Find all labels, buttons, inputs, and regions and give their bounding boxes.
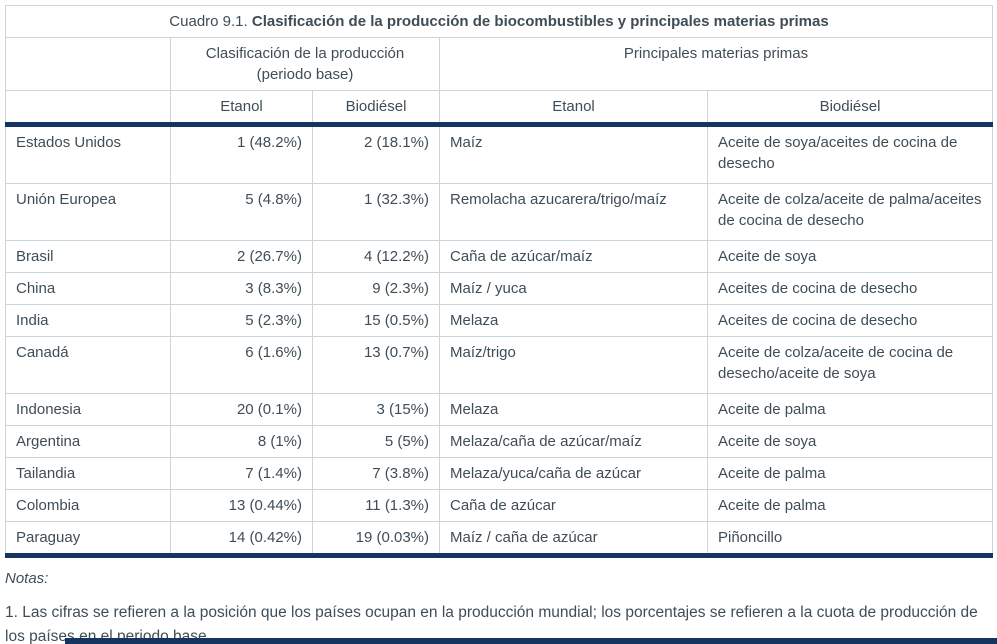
country-cell: Brasil xyxy=(5,240,171,273)
etanol-rank-cell: 1 (48.2%) xyxy=(170,124,313,184)
etanol-rank-cell: 7 (1.4%) xyxy=(170,457,313,490)
etanol-feedstock-cell: Maíz xyxy=(439,124,708,184)
etanol-rank-cell: 13 (0.44%) xyxy=(170,489,313,522)
country-cell: Unión Europea xyxy=(5,183,171,241)
country-cell: Estados Unidos xyxy=(5,124,171,184)
table-title-text: Clasificación de la producción de biocom… xyxy=(251,13,829,30)
country-cell: Canadá xyxy=(5,336,171,394)
table-row: Estados Unidos 1 (48.2%) 2 (18.1%) Maíz … xyxy=(5,124,994,184)
column-header-row: Etanol Biodiésel Etanol Biodiésel xyxy=(5,90,994,127)
country-cell: China xyxy=(5,272,171,305)
table-row: Tailandia 7 (1.4%) 7 (3.8%) Melaza/⁠yuca… xyxy=(5,457,994,490)
table-row: Colombia 13 (0.44%) 11 (1.3%) Caña de az… xyxy=(5,489,994,522)
biodiesel-rank-cell: 2 (18.1%) xyxy=(312,124,440,184)
etanol-feedstock-cell: Melaza/⁠yuca/⁠caña de azúcar xyxy=(439,457,708,490)
etanol-rank-cell: 20 (0.1%) xyxy=(170,393,313,426)
country-cell: Indonesia xyxy=(5,393,171,426)
next-table-top-border xyxy=(65,638,997,644)
table-row: China 3 (8.3%) 9 (2.3%) Maíz /⁠ yuca Ace… xyxy=(5,272,994,305)
biofuel-classification-table: Cuadro 9.1. Clasificación de la producci… xyxy=(4,5,994,558)
table-title: Cuadro 9.1. Clasificación de la producci… xyxy=(4,5,994,38)
table-row: India 5 (2.3%) 15 (0.5%) Melaza Aceites … xyxy=(5,304,994,337)
country-cell: Argentina xyxy=(5,425,171,458)
etanol-feedstock-cell: Melaza xyxy=(439,393,708,426)
etanol-feedstock-cell: Melaza/⁠caña de azúcar/⁠maíz xyxy=(439,425,708,458)
group-header-row: Clasificación de la producción (periodo … xyxy=(5,37,994,91)
corner-cell xyxy=(5,90,171,127)
etanol-feedstock-cell: Caña de azúcar/⁠maíz xyxy=(439,240,708,273)
etanol-feedstock-cell: Maíz/⁠trigo xyxy=(439,336,708,394)
etanol-feedstock-cell: Maíz /⁠ yuca xyxy=(439,272,708,305)
etanol-feedstock-cell: Maíz /⁠ caña de azúcar xyxy=(439,521,708,558)
etanol-rank-cell: 5 (2.3%) xyxy=(170,304,313,337)
corner-cell xyxy=(5,37,171,91)
biodiesel-rank-cell: 9 (2.3%) xyxy=(312,272,440,305)
table-row: Indonesia 20 (0.1%) 3 (15%) Melaza Aceit… xyxy=(5,393,994,426)
table-row: Canadá 6 (1.6%) 13 (0.7%) Maíz/⁠trigo Ac… xyxy=(5,336,994,394)
group-header-feedstock: Principales materias primas xyxy=(438,37,994,91)
biodiesel-feedstock-cell: Aceite de soya xyxy=(706,240,994,273)
biodiesel-rank-cell: 4 (12.2%) xyxy=(312,240,440,273)
table-row: Unión Europea 5 (4.8%) 1 (32.3%) Remolac… xyxy=(5,183,994,241)
country-cell: Tailandia xyxy=(5,457,171,490)
group-header-production: Clasificación de la producción (periodo … xyxy=(170,37,440,91)
country-cell: India xyxy=(5,304,171,337)
biodiesel-feedstock-cell: Aceites de cocina de desecho xyxy=(706,272,994,305)
etanol-feedstock-cell: Caña de azúcar xyxy=(439,489,708,522)
biodiesel-feedstock-cell: Aceites de cocina de desecho xyxy=(706,304,994,337)
country-cell: Colombia xyxy=(5,489,171,522)
etanol-rank-cell: 5 (4.8%) xyxy=(170,183,313,241)
biodiesel-rank-cell: 11 (1.3%) xyxy=(312,489,440,522)
etanol-rank-cell: 2 (26.7%) xyxy=(170,240,313,273)
etanol-rank-cell: 6 (1.6%) xyxy=(170,336,313,394)
biodiesel-feedstock-cell: Piñoncillo xyxy=(706,521,994,558)
biodiesel-rank-cell: 19 (0.03%) xyxy=(312,521,440,558)
biodiesel-rank-cell: 3 (15%) xyxy=(312,393,440,426)
table-row: Brasil 2 (26.7%) 4 (12.2%) Caña de azúca… xyxy=(5,240,994,273)
col-header-biodiesel-rank: Biodiésel xyxy=(312,90,440,127)
etanol-feedstock-cell: Melaza xyxy=(439,304,708,337)
col-header-biodiesel-feedstock: Biodiésel xyxy=(706,90,994,127)
table-number: Cuadro 9.1. xyxy=(169,13,252,30)
biodiesel-feedstock-cell: Aceite de palma xyxy=(706,489,994,522)
country-cell: Paraguay xyxy=(5,521,171,558)
biodiesel-feedstock-cell: Aceite de colza/⁠aceite de cocina de des… xyxy=(706,336,994,394)
table-row: Paraguay 14 (0.42%) 19 (0.03%) Maíz /⁠ c… xyxy=(5,521,994,558)
biodiesel-rank-cell: 15 (0.5%) xyxy=(312,304,440,337)
biodiesel-rank-cell: 1 (32.3%) xyxy=(312,183,440,241)
notes-section: Notas: 1. Las cifras se refieren a la po… xyxy=(5,570,992,644)
notes-label: Notas: xyxy=(5,570,49,587)
etanol-rank-cell: 14 (0.42%) xyxy=(170,521,313,558)
col-header-etanol-rank: Etanol xyxy=(170,90,313,127)
table-title-row: Cuadro 9.1. Clasificación de la producci… xyxy=(4,5,994,38)
biodiesel-feedstock-cell: Aceite de soya xyxy=(706,425,994,458)
biodiesel-feedstock-cell: Aceite de colza/⁠aceite de palma/⁠aceite… xyxy=(706,183,994,241)
biodiesel-feedstock-cell: Aceite de palma xyxy=(706,393,994,426)
col-header-etanol-feedstock: Etanol xyxy=(439,90,708,127)
biodiesel-feedstock-cell: Aceite de palma xyxy=(706,457,994,490)
etanol-rank-cell: 8 (1%) xyxy=(170,425,313,458)
biodiesel-rank-cell: 5 (5%) xyxy=(312,425,440,458)
table-row: Argentina 8 (1%) 5 (5%) Melaza/⁠caña de … xyxy=(5,425,994,458)
biodiesel-rank-cell: 13 (0.7%) xyxy=(312,336,440,394)
etanol-feedstock-cell: Remolacha azucarera/⁠trigo/⁠maíz xyxy=(439,183,708,241)
biodiesel-feedstock-cell: Aceite de soya/⁠aceites de cocina de des… xyxy=(706,124,994,184)
biodiesel-rank-cell: 7 (3.8%) xyxy=(312,457,440,490)
etanol-rank-cell: 3 (8.3%) xyxy=(170,272,313,305)
